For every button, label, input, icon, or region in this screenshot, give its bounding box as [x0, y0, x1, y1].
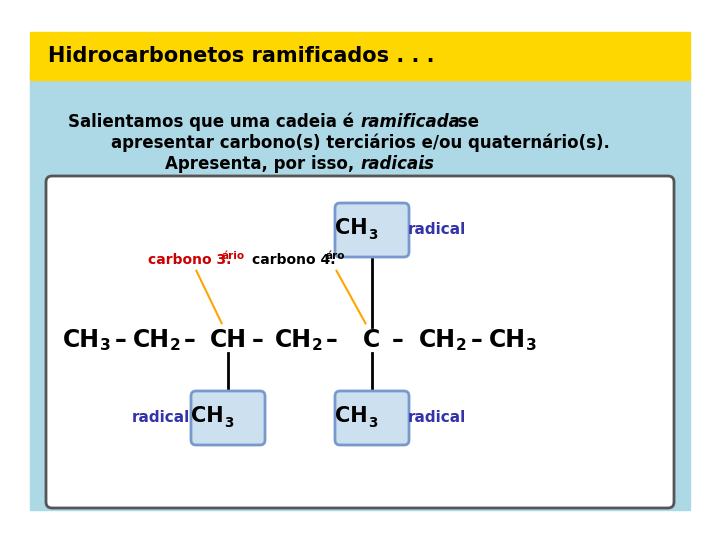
Text: ramificada: ramificada: [360, 113, 460, 131]
Text: radical: radical: [408, 410, 467, 426]
Bar: [30, 70, 690, 510]
Bar: [30, 32, 690, 80]
Text: áro: áro: [326, 251, 346, 261]
Text: radical: radical: [132, 410, 190, 426]
Text: Hidrocarbonetos ramificados . . .: Hidrocarbonetos ramificados . . .: [48, 46, 434, 66]
Text: 3: 3: [224, 416, 233, 430]
Text: radical: radical: [408, 222, 467, 238]
Text: –: –: [326, 328, 338, 352]
Text: CH: CH: [275, 328, 312, 352]
Text: apresentar carbono(s) terciários e/ou quaternário(s).: apresentar carbono(s) terciários e/ou qu…: [111, 134, 609, 152]
Text: 2: 2: [312, 339, 323, 354]
Text: radicais: radicais: [360, 155, 434, 173]
Text: 3: 3: [368, 228, 377, 242]
Text: CH: CH: [419, 328, 456, 352]
Text: carbono 3.: carbono 3.: [148, 253, 231, 267]
Text: ário: ário: [222, 251, 245, 261]
Text: 2: 2: [456, 339, 467, 354]
Text: –: –: [252, 328, 264, 352]
FancyBboxPatch shape: [335, 391, 409, 445]
Text: CH: CH: [133, 328, 170, 352]
Text: 2: 2: [170, 339, 181, 354]
Text: 3: 3: [368, 416, 377, 430]
Text: CH: CH: [336, 218, 368, 238]
Text: .: .: [418, 155, 424, 173]
Text: C: C: [364, 328, 381, 352]
Text: CH: CH: [210, 328, 246, 352]
Text: Apresenta, por isso,: Apresenta, por isso,: [165, 155, 360, 173]
Text: –: –: [184, 328, 196, 352]
Text: CH: CH: [63, 328, 100, 352]
Text: 3: 3: [526, 339, 536, 354]
Text: se: se: [452, 113, 479, 131]
Text: –: –: [471, 328, 483, 352]
Text: carbono 4.: carbono 4.: [252, 253, 336, 267]
Text: 3: 3: [100, 339, 111, 354]
Text: CH: CH: [192, 406, 224, 426]
Text: –: –: [115, 328, 127, 352]
FancyBboxPatch shape: [335, 203, 409, 257]
Text: CH: CH: [489, 328, 526, 352]
FancyBboxPatch shape: [191, 391, 265, 445]
Text: CH: CH: [336, 406, 368, 426]
Text: Salientamos que uma cadeia é: Salientamos que uma cadeia é: [68, 113, 360, 131]
Text: –: –: [392, 328, 404, 352]
FancyBboxPatch shape: [46, 176, 674, 508]
